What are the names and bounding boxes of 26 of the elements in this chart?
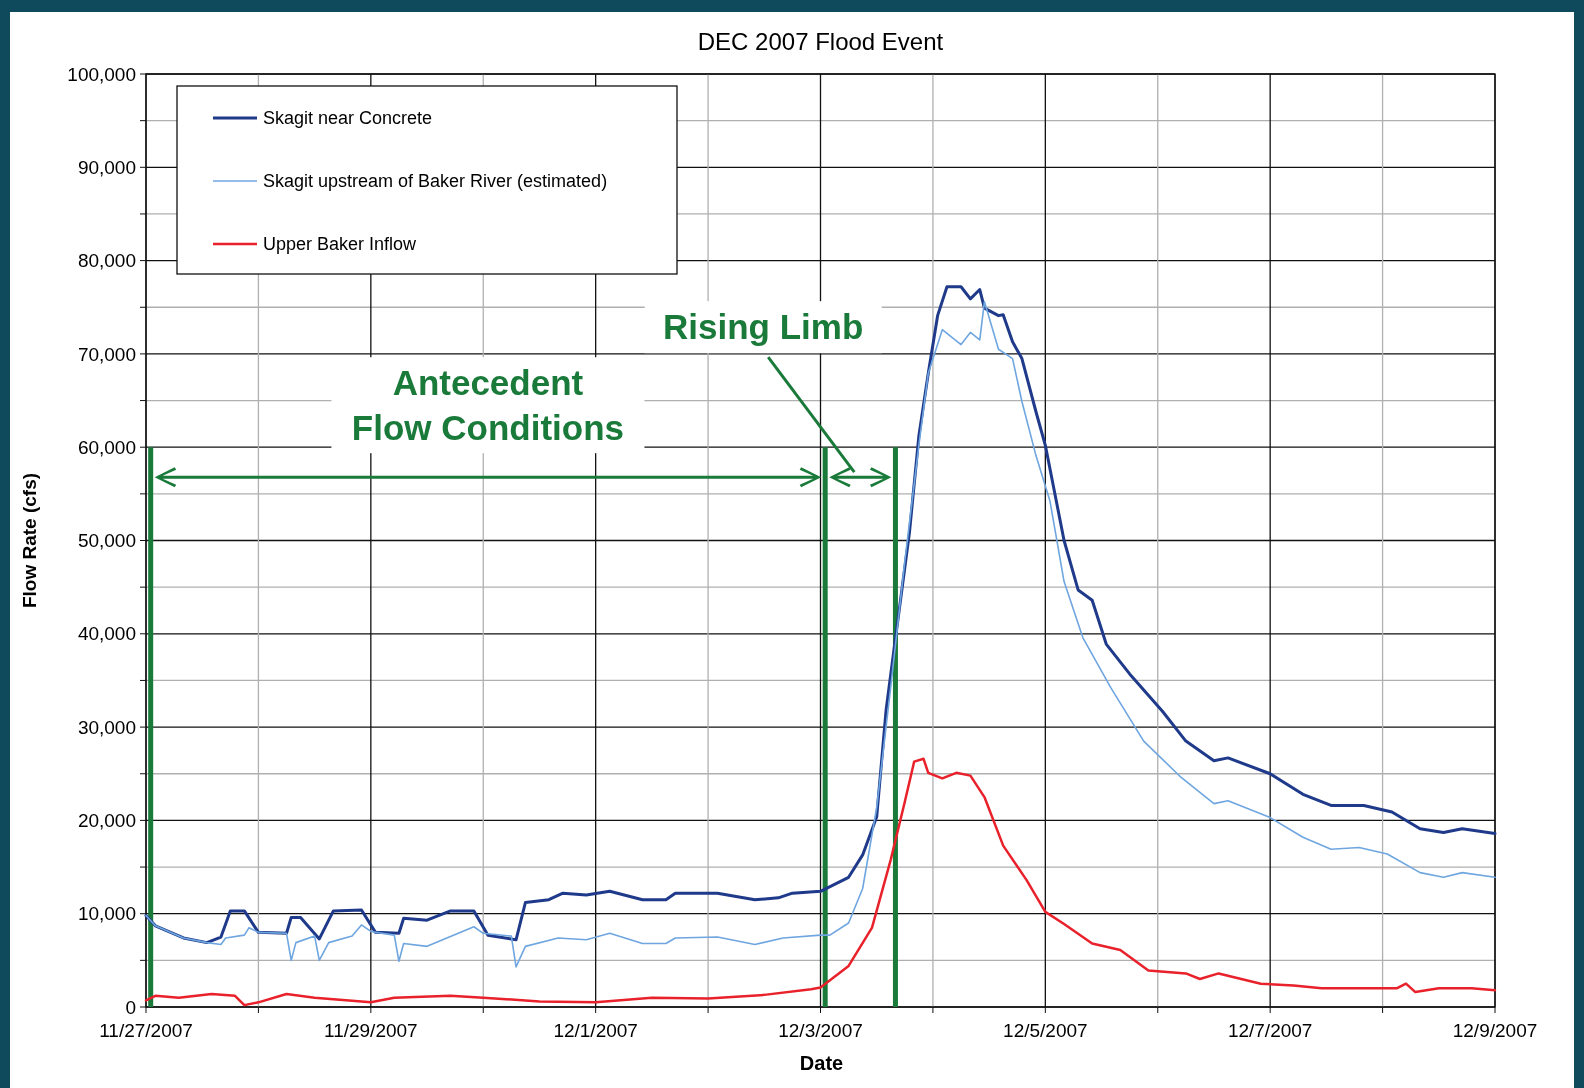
x-axis-title: Date	[799, 1052, 844, 1074]
legend-label: Skagit near Concrete	[263, 108, 433, 129]
annotation: Antecedent Flow Conditions	[351, 362, 625, 447]
y-tick-label: 60,000	[77, 436, 136, 458]
y-tick-label: 20,000	[77, 810, 136, 832]
x-tick-label: 11/29/2007	[323, 1020, 418, 1041]
annotation: Rising Limb	[663, 307, 864, 347]
y-tick-label: 40,000	[77, 623, 136, 645]
x-tick-label: 12/7/2007	[1227, 1020, 1313, 1041]
x-tick-label: 12/5/2007	[1003, 1020, 1088, 1041]
y-tick-label: 100,000	[67, 63, 136, 85]
y-tick-label: 50,000	[77, 530, 136, 552]
legend-label: Skagit upstream of Baker River (estimated)	[263, 171, 608, 192]
y-axis-title: Flow Rate (cfs)	[19, 472, 40, 609]
x-tick-label: 12/9/2007	[1452, 1020, 1538, 1041]
x-tick-label: 12/3/2007	[778, 1020, 863, 1041]
x-tick-label: 12/1/2007	[553, 1020, 638, 1041]
y-tick-label: 70,000	[77, 343, 136, 365]
y-tick-label: 90,000	[77, 156, 136, 178]
y-tick-label: 10,000	[77, 903, 136, 925]
y-tick-label: 80,000	[77, 250, 136, 272]
chart-title: DEC 2007 Flood Event	[697, 28, 944, 55]
x-tick-label: 11/27/2007	[99, 1020, 193, 1041]
y-tick-label: 30,000	[77, 716, 136, 738]
legend-label: Upper Baker Inflow	[263, 234, 418, 255]
y-tick-label: 0	[125, 996, 136, 1018]
